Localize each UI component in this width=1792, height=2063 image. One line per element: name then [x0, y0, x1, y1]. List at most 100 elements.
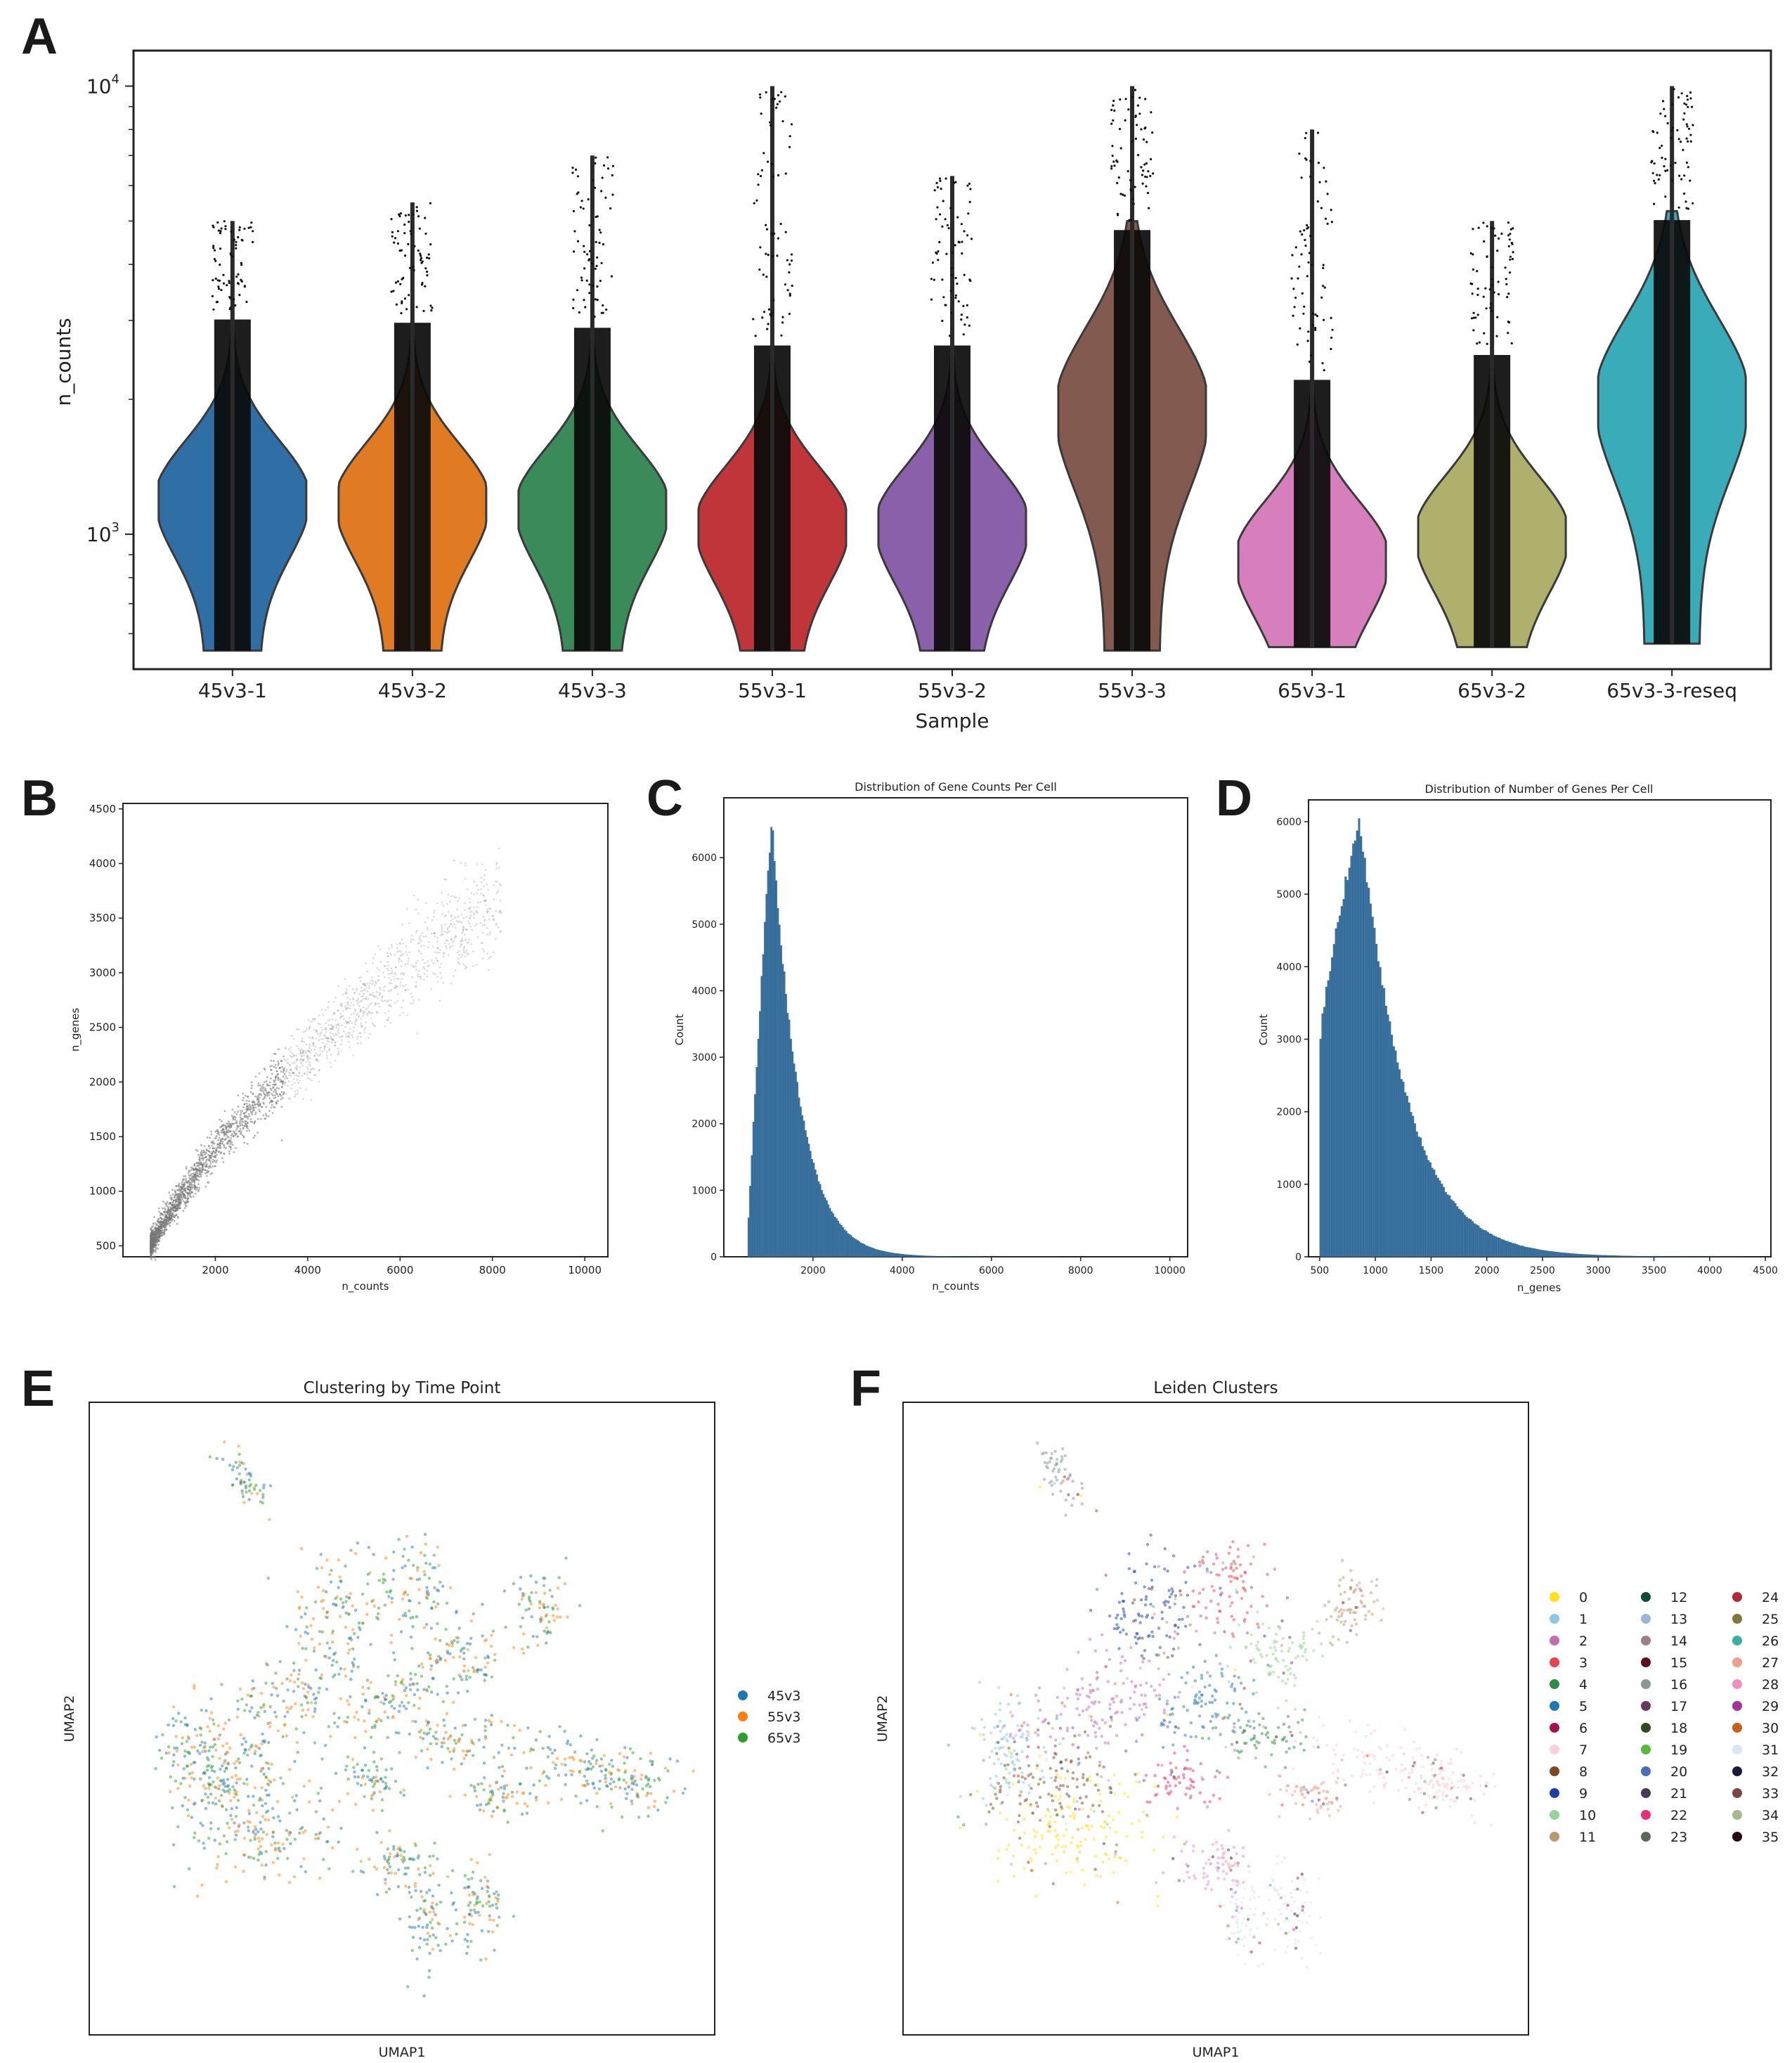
scatter-point — [408, 957, 410, 960]
scatter-point — [280, 1139, 283, 1142]
panel-e-cell — [306, 1690, 310, 1694]
scatter-point — [299, 1059, 301, 1061]
panel-e-cell — [372, 1598, 375, 1602]
outlier-point — [1671, 127, 1674, 129]
panel-e-cell — [422, 1731, 426, 1735]
outlier-point — [930, 298, 933, 301]
panel-e-cell — [538, 1730, 542, 1733]
outlier-point — [1318, 181, 1321, 183]
scatter-point — [462, 926, 465, 928]
scatter-point — [251, 1101, 254, 1103]
panel-d-bar — [1465, 1217, 1468, 1257]
panel-e-cell — [267, 1767, 271, 1771]
panel-e-cell — [244, 1740, 248, 1744]
scatter-point — [297, 1082, 299, 1084]
scatter-point — [457, 921, 460, 924]
panel-c-bar — [920, 1255, 923, 1257]
panel-e-cell — [439, 1638, 442, 1643]
panel-e-cell — [339, 1579, 342, 1583]
scatter-point — [257, 1132, 259, 1134]
outlier-point — [240, 264, 243, 266]
outlier-point — [428, 257, 431, 260]
panel-e-cell — [235, 1792, 238, 1797]
panel-e-cell — [263, 1709, 267, 1713]
outlier-point — [759, 246, 762, 249]
scatter-point — [294, 1074, 297, 1076]
panel-c-xtick-label: 4000 — [890, 1265, 915, 1276]
outlier-point — [1112, 119, 1115, 122]
panel-d-bar — [1354, 840, 1357, 1257]
scatter-point — [276, 1093, 278, 1095]
panel-c-bar — [935, 1255, 937, 1257]
scatter-point — [227, 1123, 229, 1125]
panel-e-cell — [405, 1534, 409, 1538]
outlier-point — [1686, 125, 1689, 128]
panel-d-xtick-label: 3500 — [1642, 1265, 1667, 1276]
outlier-point — [572, 306, 575, 309]
panel-e-cell — [583, 1774, 587, 1778]
scatter-point — [216, 1132, 219, 1135]
outlier-point — [759, 96, 762, 99]
panel-c-ytick-label: 0 — [710, 1252, 717, 1263]
scatter-point — [194, 1186, 197, 1189]
panel-e-cell — [464, 1724, 467, 1727]
outlier-point — [1323, 369, 1325, 372]
scatter-point — [275, 1075, 278, 1078]
panel-e-cell — [346, 1699, 349, 1702]
scatter-point — [345, 988, 348, 990]
outlier-point — [1122, 193, 1124, 196]
outlier-point — [212, 245, 215, 247]
panel-e-cell — [460, 1678, 464, 1681]
panel-e-cell — [351, 1647, 355, 1651]
panel-e-cell — [193, 1831, 197, 1835]
scatter-point — [451, 925, 454, 928]
scatter-point — [247, 1127, 249, 1130]
panel-c-bar — [910, 1255, 913, 1257]
panel-e-cell — [419, 1735, 422, 1739]
panel-e-cell — [288, 1679, 292, 1683]
scatter-point — [232, 1135, 235, 1138]
outlier-point — [599, 231, 602, 234]
scatter-point — [158, 1230, 160, 1233]
panel-d-bar — [1408, 1102, 1410, 1257]
scatter-point — [164, 1228, 166, 1231]
scatter-point — [446, 903, 448, 905]
scatter-point — [352, 997, 354, 1000]
scatter-point — [343, 1030, 345, 1033]
outlier-point — [967, 212, 970, 215]
panel-e-cell — [361, 1693, 365, 1696]
panel-e-cell — [565, 1742, 569, 1745]
scatter-point — [460, 943, 462, 945]
panel-d-xtick-label: 2500 — [1530, 1265, 1555, 1276]
scatter-point — [327, 1049, 330, 1052]
outlier-point — [950, 311, 953, 314]
scatter-point — [184, 1195, 186, 1197]
scatter-point — [396, 943, 398, 946]
outlier-point — [970, 238, 973, 240]
scatter-point — [292, 1071, 294, 1074]
panel-e-cell — [207, 1776, 212, 1780]
panel-e-cell — [304, 1683, 307, 1686]
outlier-point — [1301, 292, 1304, 295]
scatter-point — [334, 1040, 336, 1043]
scatter-point — [317, 1023, 320, 1025]
outlier-point — [954, 294, 957, 297]
scatter-point — [355, 1000, 358, 1002]
panel-d-bar — [1360, 836, 1363, 1257]
scatter-point — [156, 1241, 159, 1243]
outlier-point — [1472, 253, 1474, 256]
panel-c-ytick-label: 1000 — [692, 1185, 717, 1196]
outlier-point — [1506, 296, 1509, 299]
outlier-point — [398, 215, 401, 218]
scatter-point — [412, 965, 415, 967]
scatter-point — [161, 1229, 164, 1231]
scatter-point — [221, 1140, 224, 1143]
outlier-point — [968, 200, 971, 203]
panel-e-cell — [257, 1847, 260, 1851]
scatter-point — [178, 1207, 181, 1210]
panel-e-cell — [519, 1575, 523, 1579]
outlier-point — [237, 235, 240, 239]
panel-e-cell — [330, 1569, 333, 1572]
panel-d-bar — [1521, 1246, 1524, 1257]
panel-e-cell — [221, 1804, 224, 1809]
